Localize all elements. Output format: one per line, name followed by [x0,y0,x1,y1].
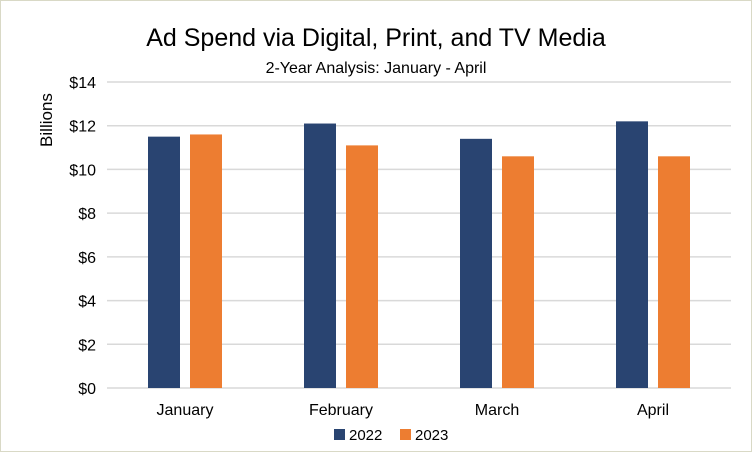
y-tick-label: $8 [78,206,96,223]
bar-2022-april [616,121,648,388]
y-tick-label: $10 [69,162,96,179]
bar-2022-february [304,123,336,389]
legend-label: 2023 [415,427,448,444]
y-tick-label: $0 [78,381,96,398]
y-tick-label: $6 [78,250,96,267]
y-tick-label: $2 [78,337,96,354]
legend-swatch-2022 [334,429,345,440]
chart-title: Ad Spend via Digital, Print, and TV Medi… [146,24,606,52]
y-tick-label: $12 [69,119,96,136]
x-tick-label: March [475,402,519,419]
bar-2022-january [148,136,180,388]
bar-2023-april [658,156,690,388]
y-tick-label: $14 [69,75,96,92]
bar-2023-february [346,145,378,388]
legend-swatch-2023 [400,429,411,440]
x-tick-label: February [309,402,373,419]
y-tick-label: $4 [78,294,96,311]
x-tick-label: April [637,402,669,419]
y-axis-label: Billions [37,93,56,147]
chart-subtitle: 2-Year Analysis: January - April [266,60,487,77]
legend-label: 2022 [349,427,382,444]
x-tick-label: January [157,402,214,419]
bar-2023-march [502,156,534,388]
bar-2023-january [190,134,222,388]
bar-2022-march [460,138,492,388]
